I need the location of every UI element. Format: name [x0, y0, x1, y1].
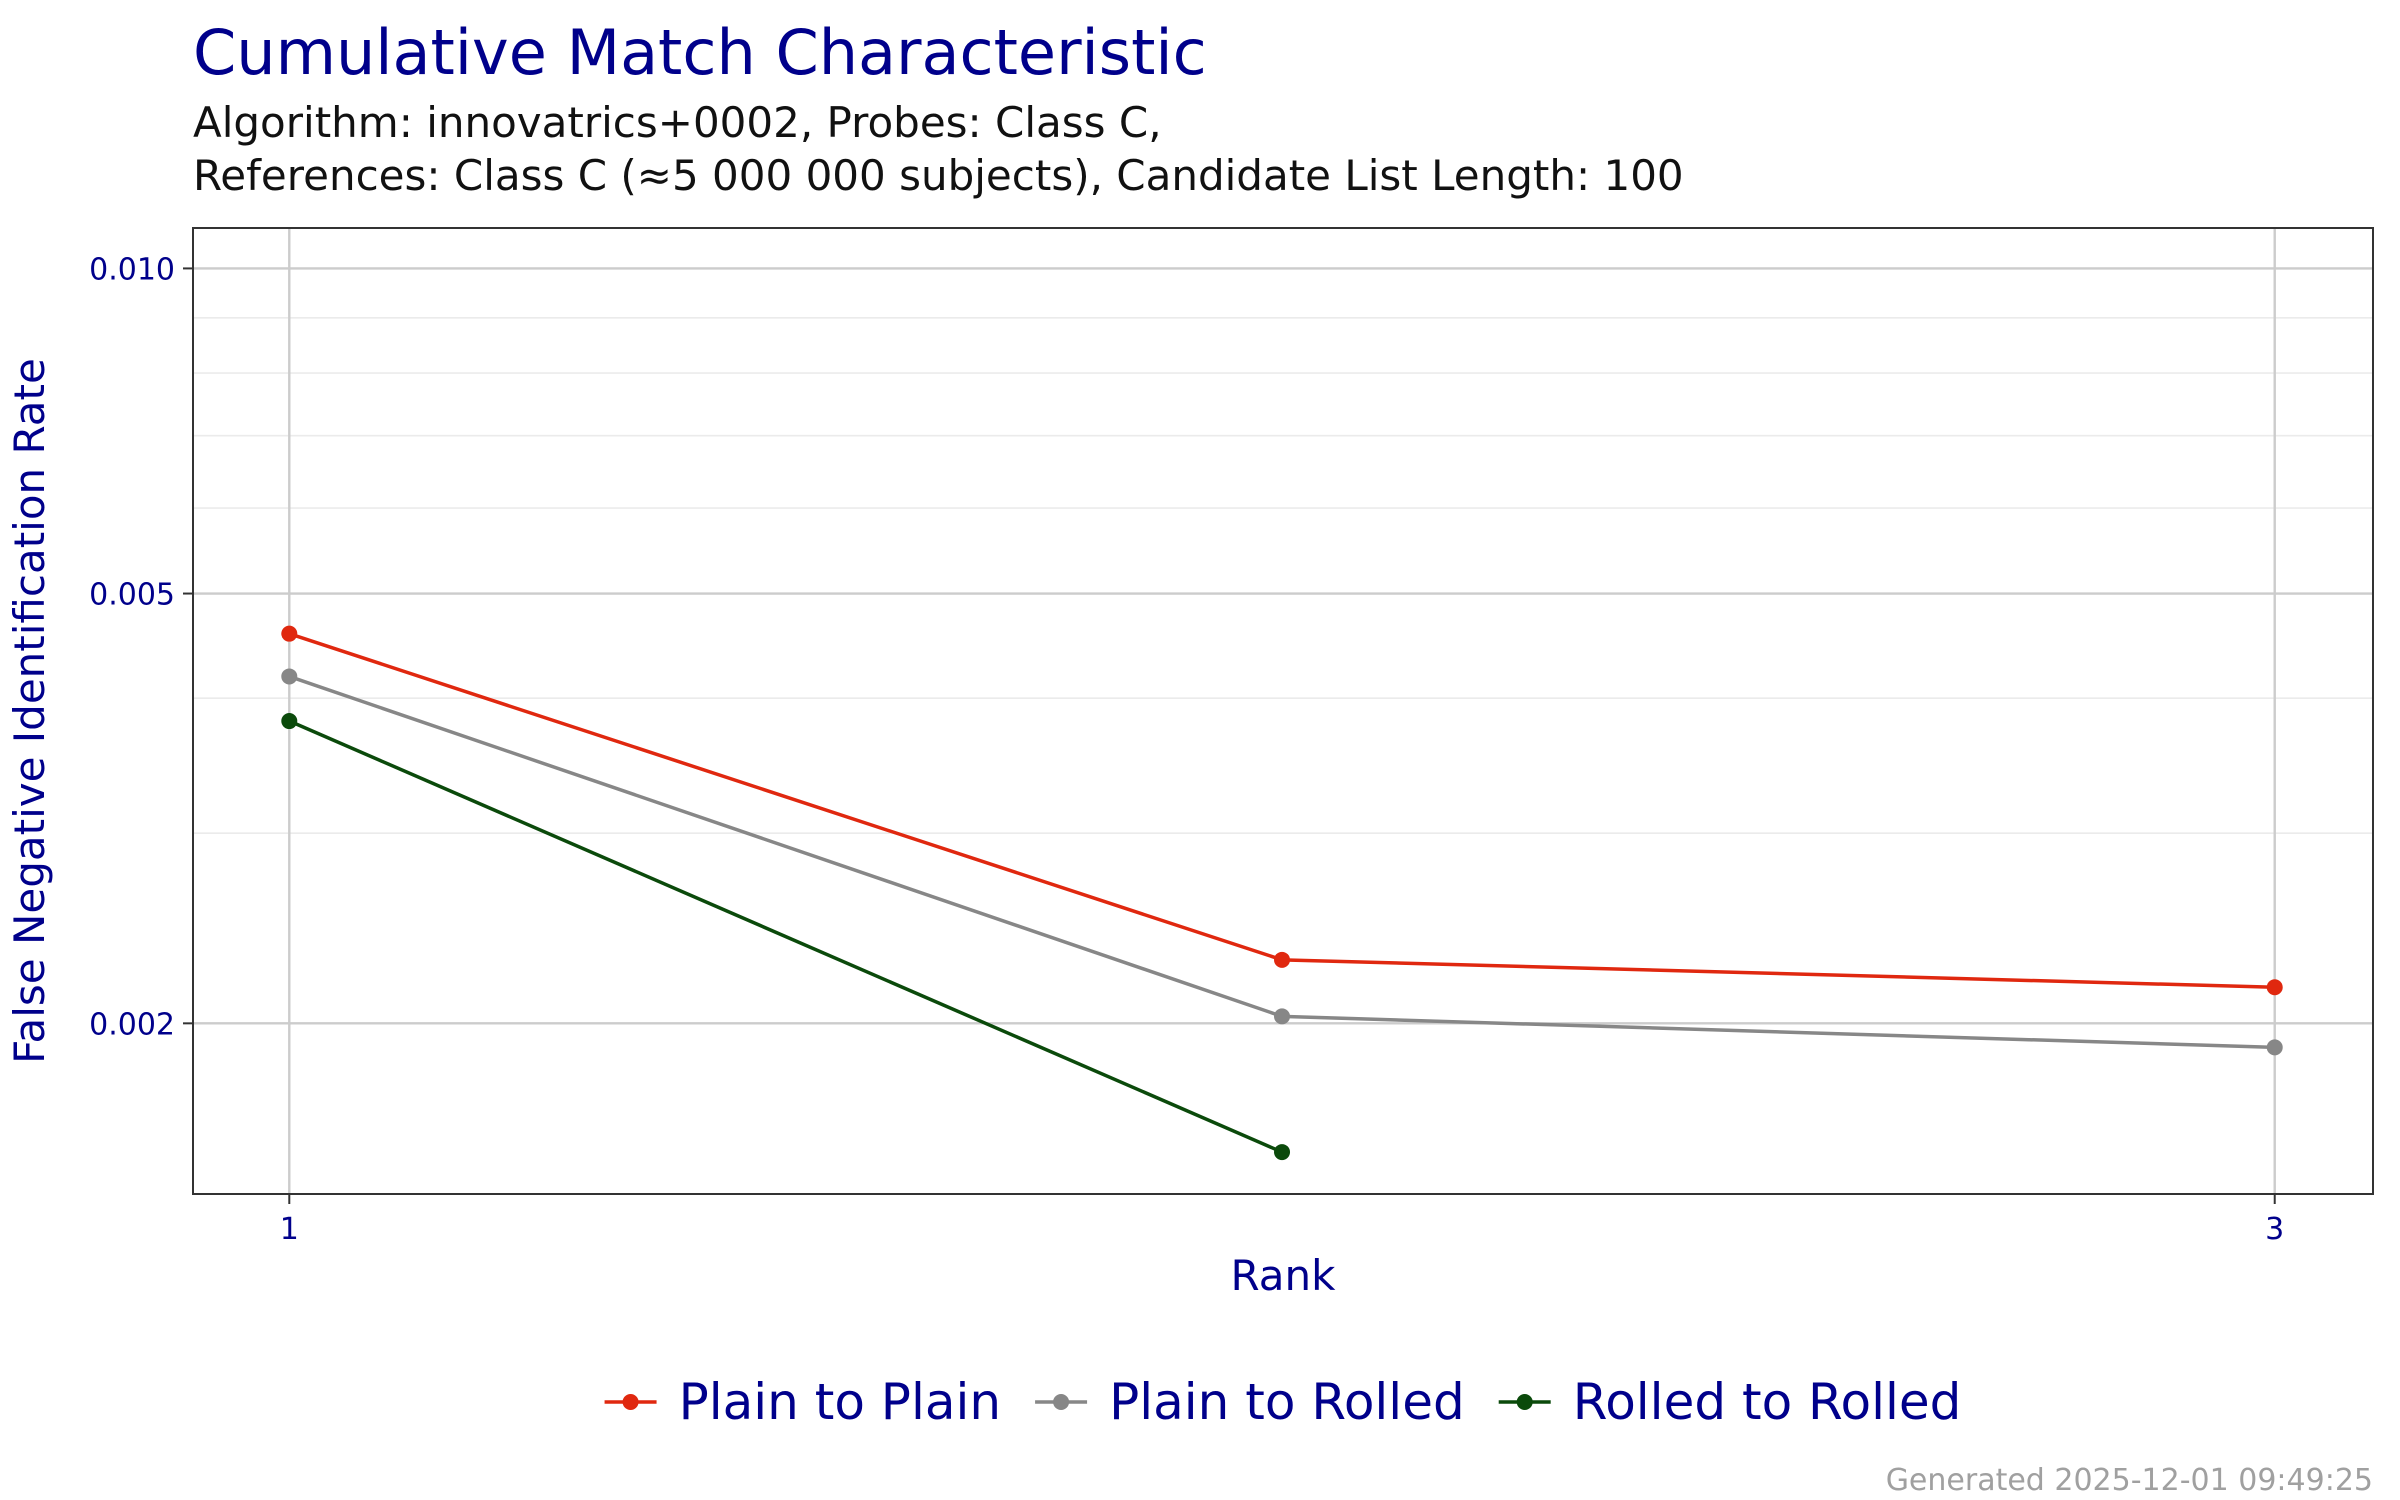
chart-subtitle: Algorithm: innovatrics+0002, Probes: Cla… — [193, 98, 1162, 147]
chart-subtitle: References: Class C (≈5 000 000 subjects… — [193, 151, 1684, 200]
legend-label: Plain to Rolled — [1109, 1373, 1465, 1431]
y-axis-label: False Negative Identification Rate — [5, 358, 54, 1064]
x-axis-label: Rank — [1231, 1251, 1337, 1300]
legend-marker — [1053, 1394, 1070, 1410]
data-point — [2266, 1039, 2283, 1056]
legend-marker — [622, 1394, 639, 1410]
chart-title: Cumulative Match Characteristic — [193, 16, 1207, 89]
legend-marker — [1516, 1394, 1533, 1410]
data-point — [1274, 1144, 1291, 1161]
series-line — [288, 719, 1283, 1154]
y-tick-label: 0.002 — [89, 1007, 175, 1042]
x-tick-label: 1 — [280, 1212, 299, 1247]
legend: Plain to Plain Plain to Rolled Rolled to R… — [604, 1373, 1962, 1431]
plot-border — [192, 227, 2374, 1195]
x-tick-label: 3 — [2265, 1212, 2284, 1247]
data-point — [2266, 979, 2283, 996]
data-point — [281, 713, 298, 730]
data-point — [281, 625, 298, 642]
footer: Generated 2025-12-01 09:49:25 — [1886, 1463, 2373, 1498]
legend-label: Plain to Plain — [679, 1373, 1002, 1431]
data-point — [1274, 951, 1291, 968]
y-tick-label: 0.010 — [89, 252, 175, 287]
legend-label: Rolled to Rolled — [1573, 1373, 1962, 1431]
data-point — [1274, 1008, 1291, 1025]
series-line — [288, 632, 2275, 989]
data-point — [281, 668, 298, 685]
y-tick-label: 0.005 — [89, 578, 175, 613]
